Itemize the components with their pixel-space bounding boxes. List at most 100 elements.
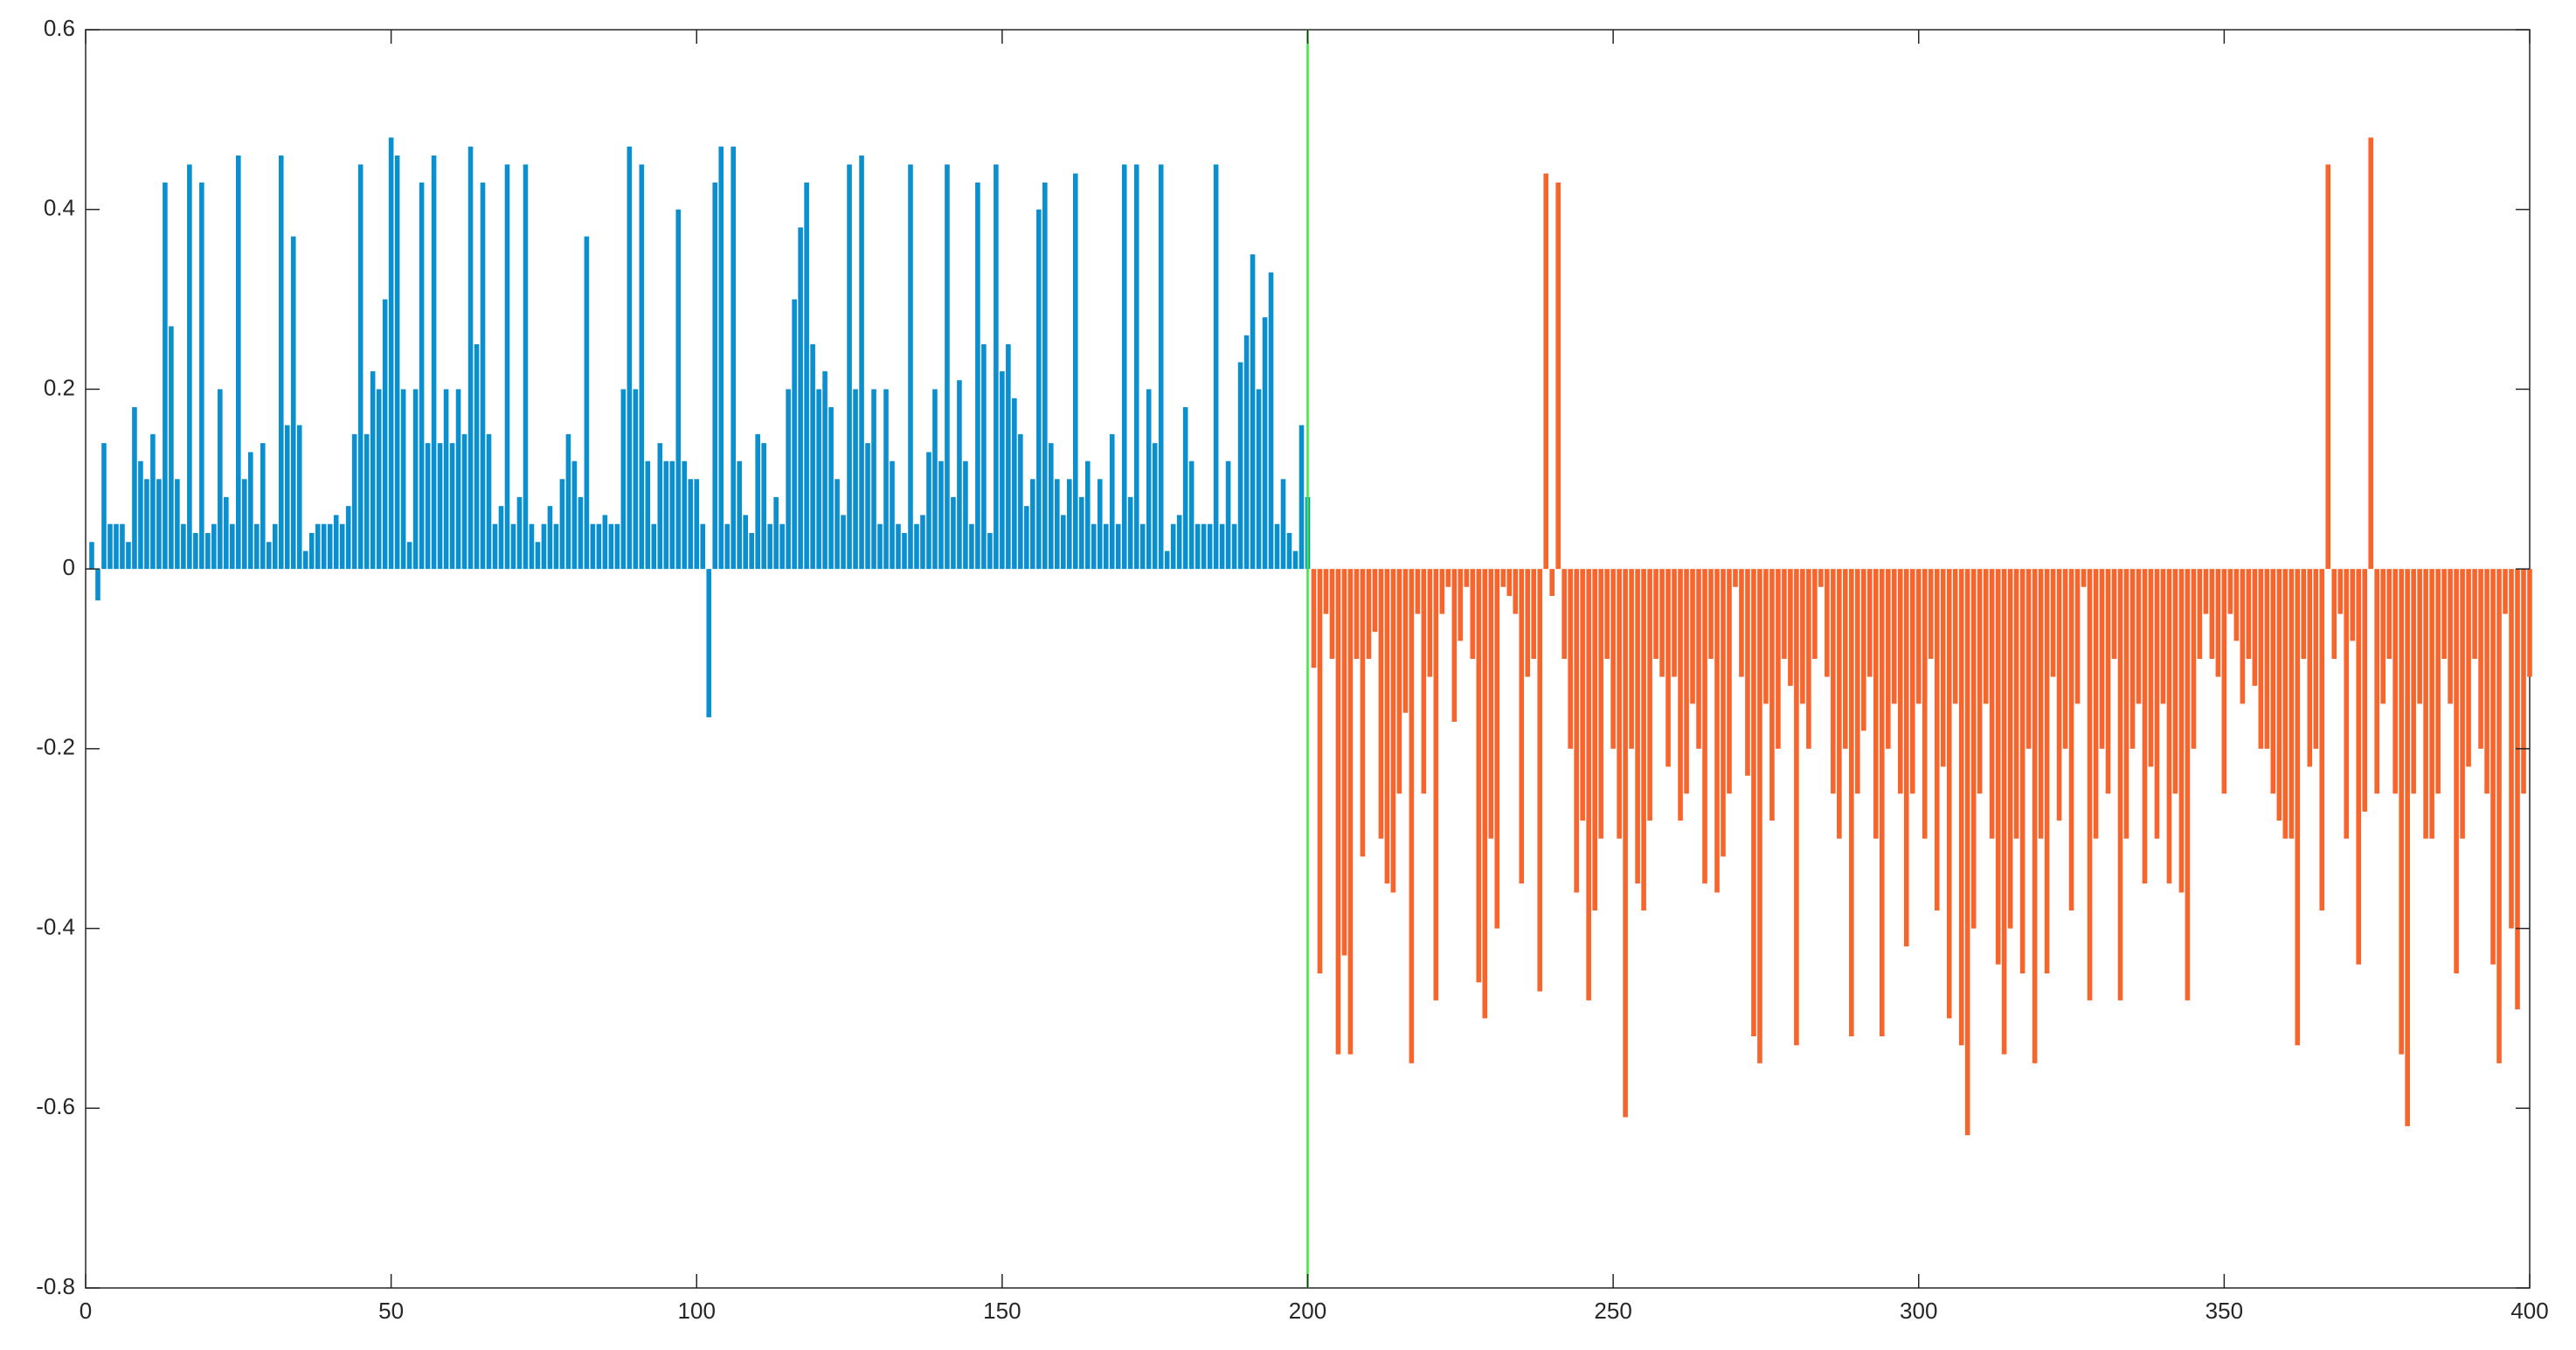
bar [761,443,766,570]
bar [1237,362,1243,570]
bar [920,515,925,570]
bar [1409,569,1415,1063]
bar [1714,569,1720,893]
bar [1757,569,1762,1063]
bar [510,523,516,570]
bar [308,533,315,570]
bar [816,389,821,570]
bar [211,523,217,570]
bar [2386,569,2392,659]
bar [1066,479,1072,570]
bar [2074,569,2081,704]
bar [1298,425,1305,570]
bar [120,523,125,570]
bar [388,137,394,570]
bar [1861,569,1866,731]
bar [1256,389,1262,570]
bar [1909,569,1915,794]
bar [1433,569,1439,1000]
bar [284,425,290,570]
bar [926,452,931,570]
bar [156,479,162,570]
bar [2423,569,2428,839]
bar [755,433,760,570]
bar [2478,569,2483,749]
bar [1139,523,1146,570]
bar [1769,569,1775,821]
bar [2344,569,2350,839]
bar [2038,569,2044,839]
bar [187,164,192,570]
bar [2454,569,2459,973]
bar [614,523,620,570]
bar [1152,443,1158,570]
bar [2215,569,2221,677]
bar [1164,550,1170,570]
bar [1000,370,1005,570]
bar [1078,496,1084,570]
bar [1133,164,1139,570]
bar [1121,164,1127,570]
bar [1421,569,1427,794]
bar [651,523,657,570]
bar [1384,569,1390,884]
bar [230,523,235,570]
bar [571,460,578,570]
bar [1586,569,1591,1000]
bar [945,164,950,570]
bar [2203,569,2209,614]
bar [1555,182,1561,570]
bar [1243,335,1250,570]
bar [1445,569,1451,587]
bar [2136,569,2142,704]
bar [932,389,938,570]
bar [1672,569,1677,677]
bar [394,156,400,570]
bar [2466,569,2471,767]
bar [541,523,547,570]
bar [1188,460,1195,570]
bar [253,523,260,570]
bar [461,433,467,570]
bar [1311,569,1317,668]
bar [1396,569,1402,794]
y-tick-label: 0 [63,554,75,580]
bar [193,533,198,570]
bar [370,370,376,570]
bar [504,164,510,570]
bar [1127,496,1133,570]
bar [144,479,149,570]
bar [1964,569,1970,1136]
bar [2001,569,2007,1055]
bar [1091,523,1097,570]
bar [2154,569,2160,839]
bar [1182,407,1188,570]
bar [357,164,364,570]
bar [724,523,731,570]
bar [2380,569,2386,704]
bar [132,407,137,570]
bar [883,389,889,570]
bar [2313,569,2319,749]
bar [847,164,852,570]
bar [896,523,901,570]
bar [841,515,846,570]
bar [633,389,639,570]
bar [1207,523,1213,570]
bar [1970,569,1977,929]
bar [1867,569,1873,677]
bar [1012,398,1017,570]
bar [1818,569,1824,587]
bar [2240,569,2246,704]
bar [2362,569,2367,812]
bar [1623,569,1628,1118]
bar [828,407,834,570]
bar [321,523,327,570]
bar [2307,569,2313,767]
bar [1745,569,1750,776]
bar [2496,569,2502,1063]
bar [749,533,754,570]
bar [1213,164,1219,570]
bar [1592,569,1597,910]
bar [382,299,388,570]
